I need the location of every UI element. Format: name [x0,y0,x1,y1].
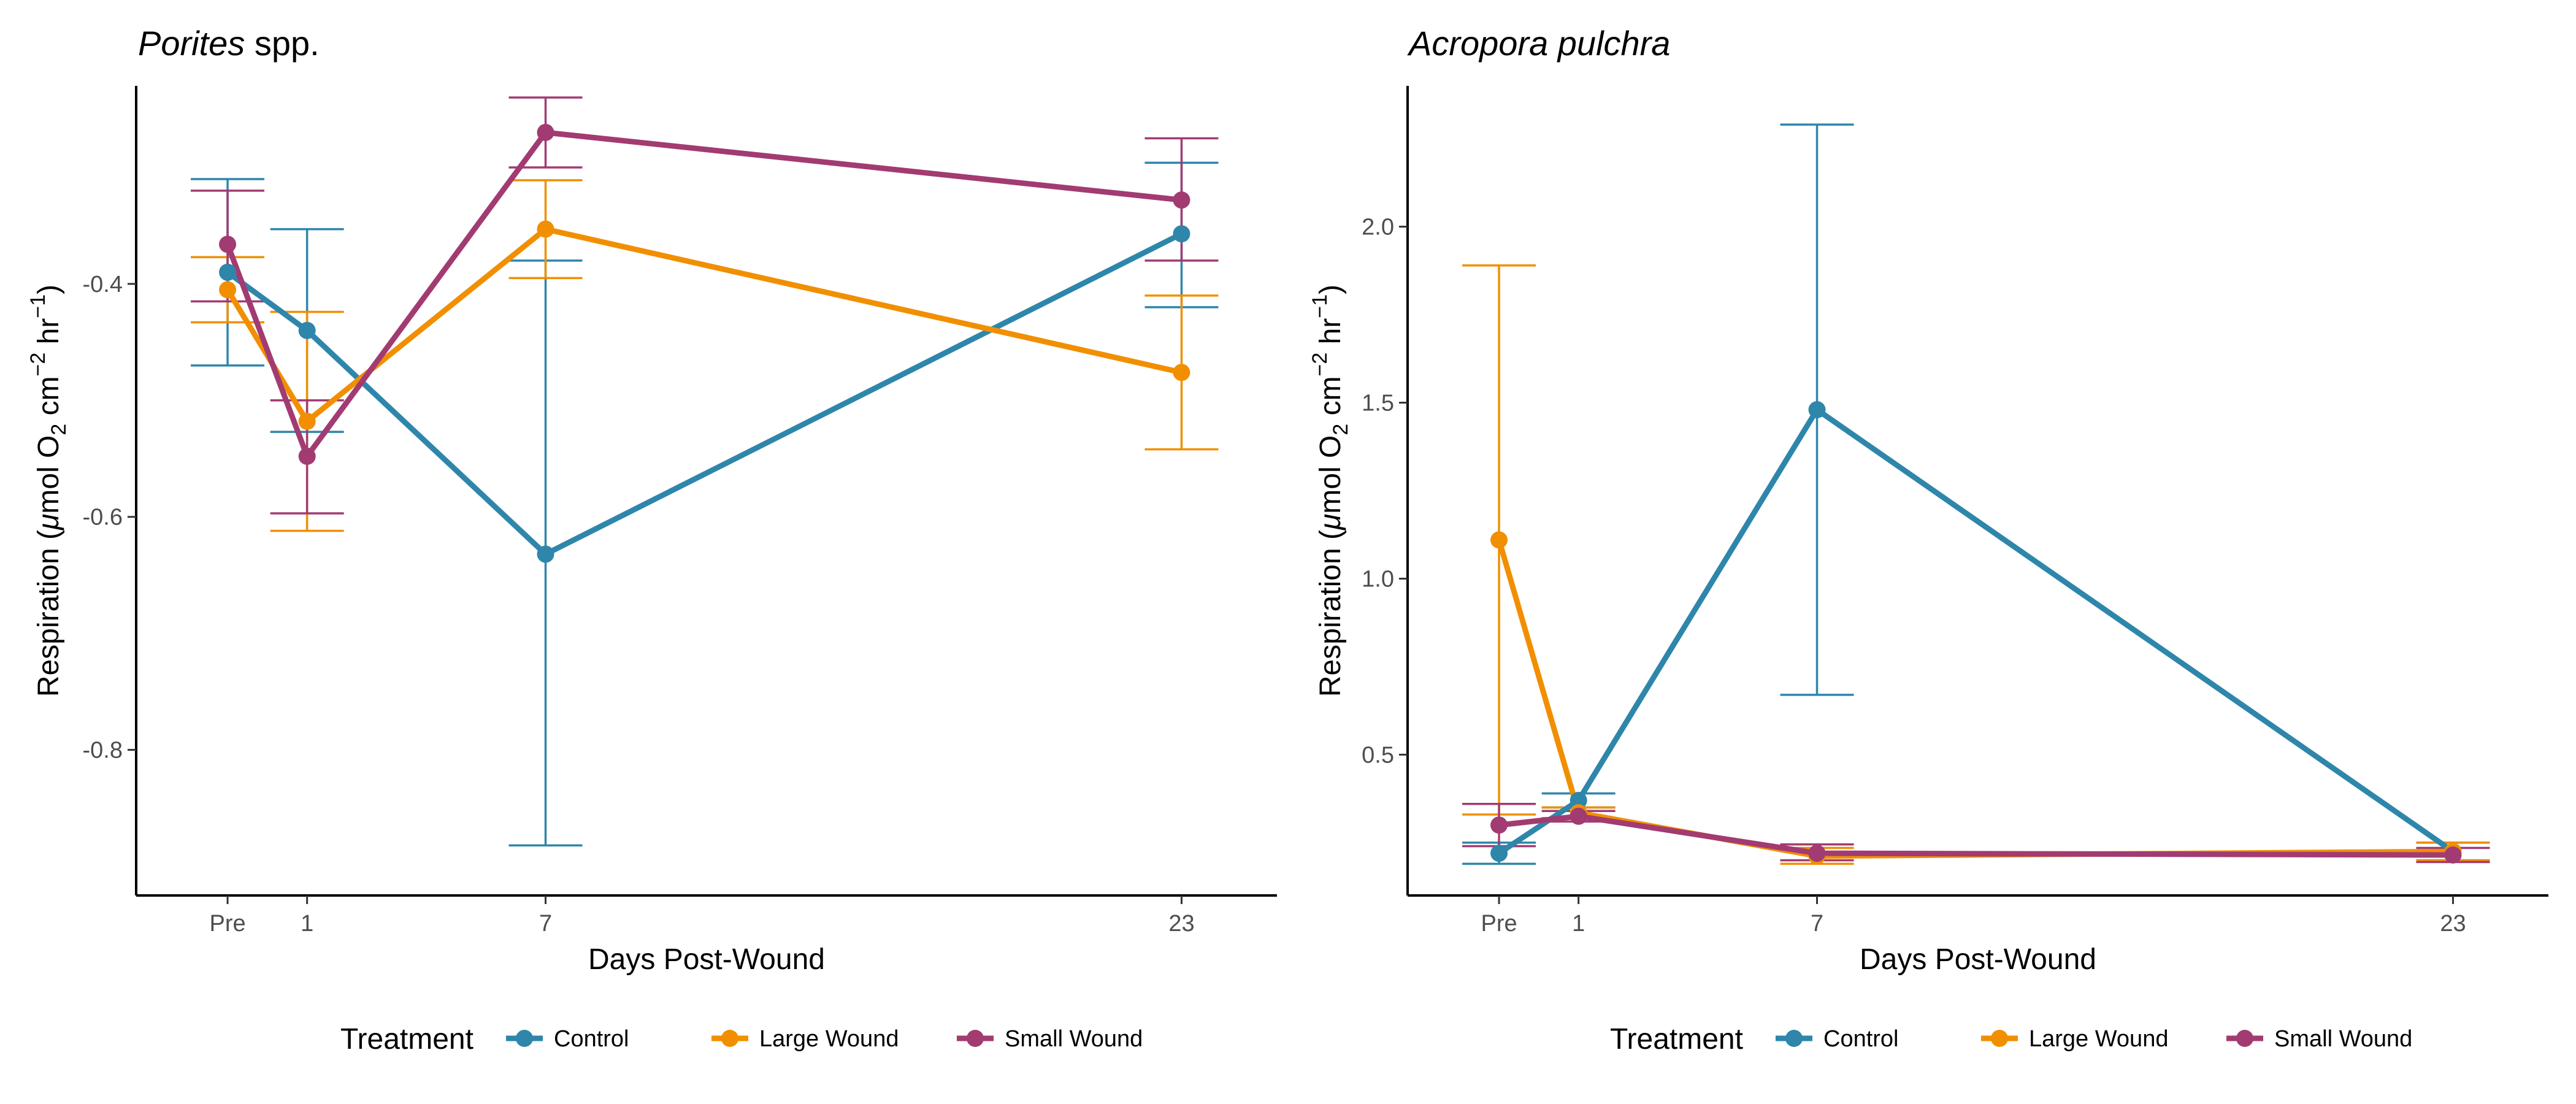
y-tick-label: 0.5 [1362,742,1394,768]
legend-label: Control [554,1026,629,1052]
y-axis-title-part: ) [33,285,65,294]
legend-item: Large Wound [711,1026,899,1052]
y-axis-title-part: μ [1314,514,1347,531]
data-point-small-wound [1490,816,1508,834]
legend-title: Treatment [1610,1023,1743,1056]
data-point-control [298,321,316,339]
chart-panel-1: Porites spp. -0.8 -0.6 -0.4 Pre 1 7 23 Days Post… [26,24,1277,1056]
chart-title-italic: Acropora pulchra [1407,24,1670,63]
series-line-small-wound [1496,813,2456,858]
data-point-control [1570,792,1587,810]
y-axis-title-part: −1 [26,294,50,318]
x-tick-label: Pre [209,911,245,937]
chart-title-rest: spp. [245,24,319,63]
series-line-small-wound [224,129,1184,459]
legend-title: Treatment [340,1023,473,1056]
y-axis-title-part: 2 [1329,424,1352,435]
y-axis-title-part: cm [1314,376,1347,423]
legend-key-point [2236,1030,2253,1047]
legend-label: Small Wound [1005,1026,1143,1052]
legend-key-point [967,1030,984,1047]
data-point-large-wound [298,412,316,430]
legend-item: Small Wound [957,1026,1143,1052]
data-point-large-wound [537,220,554,238]
legend-item: Small Wound [2226,1026,2412,1052]
y-axis-title-part: ) [1314,285,1347,294]
data-point-small-wound [537,123,554,141]
data-point-control [537,545,554,563]
y-tick-label: -0.8 [83,738,123,764]
data-point-control [219,263,237,281]
legend: Treatment Control Large Wound Small Wound [1610,1023,2412,1056]
series-line-control [1496,407,2456,856]
data-point-small-wound [219,236,237,253]
x-axis-title: Days Post-Wound [1860,943,2096,976]
legend-item: Control [506,1026,629,1052]
data-point-control [1808,401,1826,418]
chart-title: Acropora pulchra [1407,24,1670,63]
y-axis-title-part: −2 [26,353,50,377]
legend-key-point [1991,1030,2008,1047]
y-axis-title: Respiration (μmol O2 cm−2 hr−1) [1308,285,1352,697]
data-point-small-wound [1173,191,1190,209]
legend-label: Large Wound [2029,1026,2168,1052]
legend: Treatment Control Large Wound Small Wound [340,1023,1143,1056]
chart-title-italic: Porites [138,24,245,63]
y-tick-label: 2.0 [1362,215,1394,240]
legend-label: Control [1823,1026,1899,1052]
data-point-control [1490,845,1508,862]
x-tick-label: Pre [1481,911,1517,937]
data-point-large-wound [219,281,237,299]
x-tick-label: 23 [1168,911,1194,937]
y-axis-title-part: hr [1314,318,1347,353]
legend-label: Small Wound [2274,1026,2412,1052]
series-line-control [224,231,1184,558]
y-axis-title-part: −2 [1308,353,1332,377]
data-point-small-wound [2444,846,2462,864]
y-axis-title-part: 2 [47,424,71,435]
y-axis-title-part: mol O [33,435,65,514]
legend-key-point [721,1030,738,1047]
y-axis-title-part: Respiration ( [33,530,65,697]
y-axis-title-part: mol O [1314,435,1347,514]
chart-panel-2: Acropora pulchra 0.5 1.0 1.5 2.0 Pre 1 7 23 Days … [1308,24,2548,1056]
x-tick-label: 23 [2440,911,2466,937]
data-point-small-wound [298,447,316,465]
x-tick-label: 7 [1811,911,1823,937]
y-tick-label: -0.6 [83,505,123,531]
y-axis-title: Respiration (μmol O2 cm−2 hr−1) [26,285,71,697]
data-point-small-wound [1570,807,1587,825]
y-axis-title-part: cm [33,376,65,423]
data-point-large-wound [1490,531,1508,549]
x-axis-title: Days Post-Wound [588,943,825,976]
y-axis-title-part: Respiration ( [1314,530,1347,697]
y-axis-title-part: μ [33,514,65,531]
y-tick-label: -0.4 [83,272,123,297]
legend-label: Large Wound [759,1026,899,1052]
legend-key-point [516,1030,533,1047]
y-axis-title-part: −1 [1308,294,1332,318]
y-axis-title-part: hr [33,318,65,353]
y-tick-label: 1.0 [1362,566,1394,592]
legend-item: Control [1776,1026,1899,1052]
legend-key-point [1785,1030,1803,1047]
x-tick-label: 7 [539,911,552,937]
chart-title: Porites spp. [138,24,320,63]
x-tick-label: 1 [301,911,313,937]
data-point-control [1173,225,1190,243]
data-point-large-wound [1173,364,1190,381]
y-tick-label: 1.5 [1362,391,1394,416]
x-tick-label: 1 [1572,911,1585,937]
legend-item: Large Wound [1981,1026,2168,1052]
data-point-small-wound [1808,845,1826,862]
